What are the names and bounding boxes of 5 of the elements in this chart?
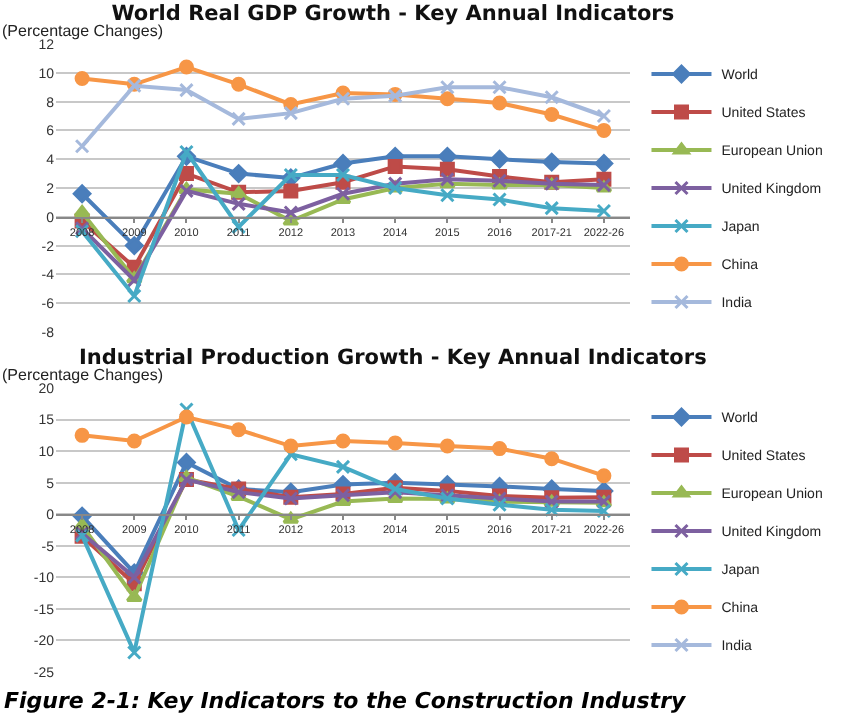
y-axis-title: (Percentage Changes) [2, 366, 164, 384]
caption: Figure 2-1: Key Indicators to the Construction Industry [2, 686, 688, 718]
chart-title: Industrial Production Growth - Key Annual Indicators [79, 345, 707, 370]
y-axis-title: (Percentage Changes) [2, 22, 164, 40]
chart-title: World Real GDP Growth - Key Annual Indicators [111, 1, 675, 26]
